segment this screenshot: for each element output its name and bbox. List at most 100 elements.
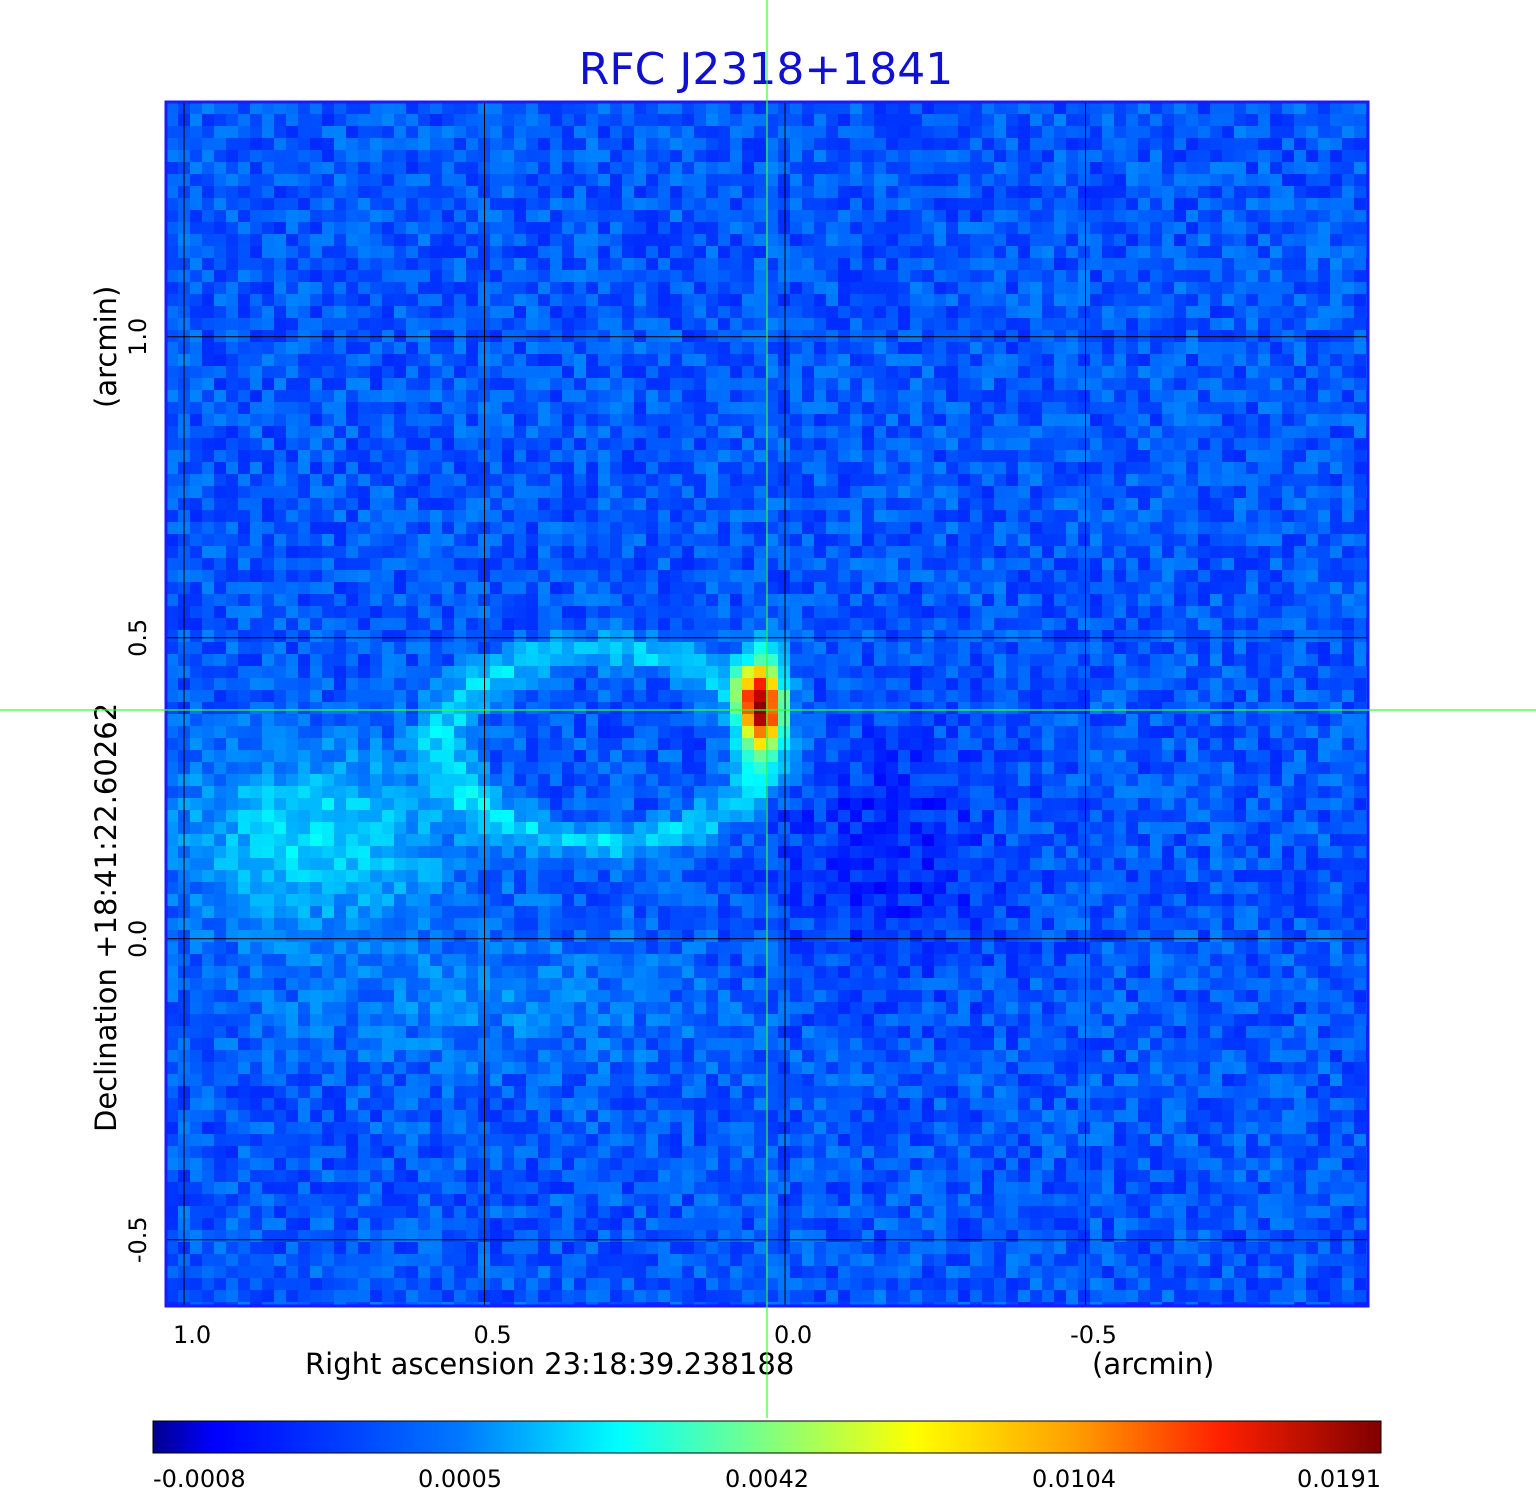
heatmap-cell: [1210, 630, 1223, 643]
heatmap-cell: [1126, 498, 1139, 511]
heatmap-cell: [742, 510, 755, 523]
heatmap-cell: [466, 594, 479, 607]
heatmap-cell: [538, 426, 551, 439]
heatmap-cell: [202, 474, 215, 487]
heatmap-cell: [202, 222, 215, 235]
heatmap-cell: [814, 498, 827, 511]
heatmap-cell: [1090, 234, 1103, 247]
heatmap-cell: [1018, 462, 1031, 475]
heatmap-cell: [634, 438, 647, 451]
heatmap-cell: [202, 306, 215, 319]
heatmap-cell: [934, 450, 947, 463]
heatmap-cell: [406, 582, 419, 595]
heatmap-cell: [1246, 246, 1259, 259]
heatmap-cell: [1114, 330, 1127, 343]
heatmap-cell: [622, 258, 635, 271]
heatmap-cell: [670, 426, 683, 439]
heatmap-cell: [1210, 378, 1223, 391]
heatmap-cell: [430, 246, 443, 259]
heatmap-cell: [1294, 162, 1307, 175]
heatmap-cell: [970, 342, 983, 355]
heatmap-cell: [214, 162, 227, 175]
heatmap-cell: [886, 258, 899, 271]
heatmap-cell: [946, 174, 959, 187]
heatmap-cell: [1342, 114, 1355, 127]
heatmap-cell: [442, 162, 455, 175]
heatmap-cell: [574, 234, 587, 247]
heatmap-cell: [1114, 534, 1127, 547]
heatmap-cell: [958, 138, 971, 151]
heatmap-cell: [1042, 510, 1055, 523]
heatmap-cell: [526, 474, 539, 487]
heatmap-cell: [694, 126, 707, 139]
heatmap-cell: [982, 186, 995, 199]
heatmap-cell: [1342, 390, 1355, 403]
heatmap-cell: [958, 414, 971, 427]
heatmap-cell: [1318, 114, 1331, 127]
heatmap-cell: [754, 426, 767, 439]
heatmap-cell: [514, 258, 527, 271]
heatmap-cell: [826, 114, 839, 127]
heatmap-cell: [394, 606, 407, 619]
heatmap-cell: [286, 378, 299, 391]
heatmap-cell: [370, 630, 383, 643]
heatmap-cell: [274, 570, 287, 583]
heatmap-cell: [1102, 438, 1115, 451]
heatmap-cell: [1210, 102, 1223, 115]
heatmap-cell: [226, 510, 239, 523]
heatmap-cell: [1174, 390, 1187, 403]
heatmap-cell: [1126, 102, 1139, 115]
heatmap-cell: [1246, 426, 1259, 439]
heatmap-cell: [658, 414, 671, 427]
heatmap-cell: [706, 666, 719, 679]
heatmap-cell: [166, 426, 179, 439]
heatmap-cell: [190, 306, 203, 319]
heatmap-cell: [322, 678, 335, 691]
heatmap-cell: [262, 462, 275, 475]
heatmap-cell: [1342, 306, 1355, 319]
heatmap-cell: [490, 138, 503, 151]
heatmap-cell: [814, 282, 827, 295]
heatmap-cell: [394, 162, 407, 175]
heatmap-cell: [502, 354, 515, 367]
heatmap-cell: [1246, 282, 1259, 295]
heatmap-cell: [790, 558, 803, 571]
heatmap-cell: [706, 210, 719, 223]
heatmap-cell: [706, 366, 719, 379]
heatmap-cell: [1054, 294, 1067, 307]
heatmap-cell: [382, 678, 395, 691]
heatmap-cell: [862, 630, 875, 643]
heatmap-cell: [202, 174, 215, 187]
heatmap-cell: [1294, 534, 1307, 547]
heatmap-cell: [442, 354, 455, 367]
heatmap-cell: [262, 546, 275, 559]
heatmap-cell: [1210, 306, 1223, 319]
heatmap-cell: [1042, 426, 1055, 439]
heatmap-cell: [406, 438, 419, 451]
heatmap-cell: [1018, 678, 1031, 691]
heatmap-cell: [526, 654, 539, 667]
heatmap-cell: [1162, 174, 1175, 187]
heatmap-cell: [670, 126, 683, 139]
heatmap-cell: [658, 606, 671, 619]
heatmap-cell: [1186, 246, 1199, 259]
heatmap-cell: [1006, 294, 1019, 307]
heatmap-cell: [862, 198, 875, 211]
heatmap-cell: [850, 114, 863, 127]
heatmap-cell: [682, 606, 695, 619]
heatmap-cell: [826, 390, 839, 403]
heatmap-cell: [706, 174, 719, 187]
heatmap-cell: [1114, 606, 1127, 619]
heatmap-cell: [334, 102, 347, 115]
heatmap-cell: [934, 390, 947, 403]
heatmap-cell: [1306, 402, 1319, 415]
heatmap-cell: [634, 198, 647, 211]
heatmap-cell: [1102, 618, 1115, 631]
heatmap-cell: [994, 234, 1007, 247]
heatmap-cell: [790, 630, 803, 643]
heatmap-cell: [250, 102, 263, 115]
heatmap-cell: [1342, 222, 1355, 235]
heatmap-cell: [838, 414, 851, 427]
heatmap-cell: [790, 294, 803, 307]
